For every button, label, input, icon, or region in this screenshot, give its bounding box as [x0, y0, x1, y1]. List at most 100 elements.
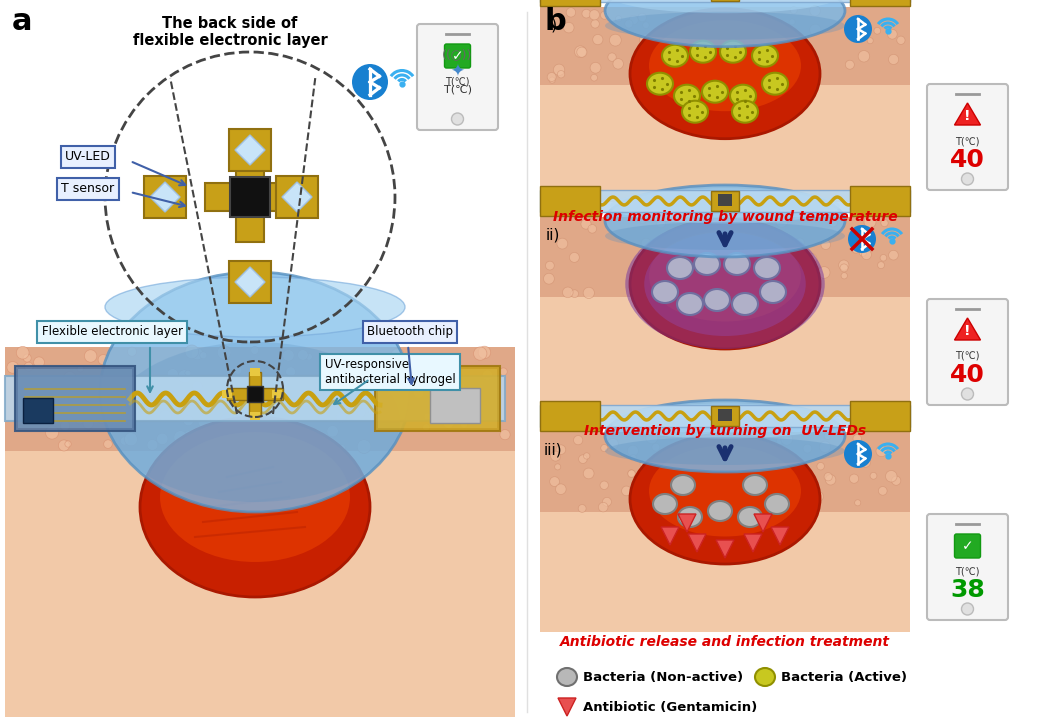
Circle shape	[574, 435, 583, 445]
Circle shape	[129, 402, 141, 414]
Circle shape	[628, 445, 638, 457]
Circle shape	[591, 20, 600, 28]
Circle shape	[310, 428, 318, 435]
Circle shape	[33, 357, 45, 368]
Ellipse shape	[708, 501, 732, 521]
Circle shape	[578, 505, 586, 513]
Circle shape	[613, 59, 624, 69]
Ellipse shape	[644, 232, 806, 336]
Circle shape	[962, 603, 973, 615]
Circle shape	[478, 346, 490, 358]
Ellipse shape	[557, 668, 577, 686]
Circle shape	[264, 387, 271, 393]
Circle shape	[829, 218, 837, 227]
Circle shape	[68, 390, 79, 403]
Ellipse shape	[671, 475, 695, 495]
Circle shape	[819, 441, 831, 452]
Circle shape	[17, 346, 29, 359]
Circle shape	[342, 369, 350, 377]
Circle shape	[764, 75, 776, 87]
Circle shape	[608, 53, 616, 61]
Text: b: b	[544, 7, 566, 36]
Circle shape	[556, 445, 565, 454]
Circle shape	[92, 401, 101, 410]
Ellipse shape	[110, 342, 400, 502]
Circle shape	[192, 348, 203, 360]
Circle shape	[456, 381, 464, 390]
FancyBboxPatch shape	[540, 186, 600, 216]
Circle shape	[143, 401, 149, 408]
Circle shape	[798, 39, 805, 45]
Ellipse shape	[626, 219, 824, 349]
FancyBboxPatch shape	[540, 401, 600, 431]
Ellipse shape	[139, 417, 370, 597]
FancyBboxPatch shape	[18, 369, 132, 428]
Circle shape	[188, 441, 202, 454]
Circle shape	[289, 433, 301, 444]
Ellipse shape	[702, 81, 728, 103]
Circle shape	[651, 68, 657, 75]
Circle shape	[879, 486, 887, 495]
Circle shape	[860, 457, 870, 467]
Circle shape	[500, 430, 510, 440]
Polygon shape	[754, 514, 772, 532]
FancyBboxPatch shape	[955, 534, 981, 558]
Circle shape	[65, 441, 71, 447]
Circle shape	[821, 240, 831, 249]
Circle shape	[601, 444, 608, 451]
Circle shape	[15, 394, 22, 401]
FancyBboxPatch shape	[445, 44, 471, 68]
Circle shape	[577, 47, 587, 57]
Circle shape	[121, 437, 128, 445]
Ellipse shape	[605, 437, 845, 465]
Circle shape	[185, 370, 192, 376]
Circle shape	[818, 267, 830, 278]
Circle shape	[645, 470, 657, 481]
Circle shape	[550, 477, 559, 486]
Circle shape	[817, 462, 824, 470]
Text: 40: 40	[950, 148, 985, 172]
Polygon shape	[150, 182, 180, 212]
Text: !: !	[964, 324, 971, 338]
Circle shape	[767, 491, 775, 499]
Circle shape	[119, 374, 126, 382]
FancyBboxPatch shape	[15, 366, 135, 431]
Ellipse shape	[674, 85, 700, 107]
Text: T(℃): T(℃)	[443, 84, 472, 94]
Circle shape	[424, 413, 431, 420]
Text: Antibiotic (Gentamicin): Antibiotic (Gentamicin)	[583, 701, 757, 713]
Circle shape	[98, 355, 108, 365]
Text: ii): ii)	[545, 228, 560, 243]
Circle shape	[782, 47, 791, 57]
Circle shape	[404, 356, 412, 364]
FancyBboxPatch shape	[378, 369, 497, 428]
FancyBboxPatch shape	[430, 388, 480, 423]
Polygon shape	[282, 182, 312, 212]
Circle shape	[178, 370, 192, 383]
Polygon shape	[955, 103, 981, 125]
Circle shape	[891, 476, 900, 486]
Text: a: a	[11, 7, 32, 36]
FancyBboxPatch shape	[540, 432, 910, 632]
Circle shape	[218, 345, 231, 359]
Circle shape	[776, 215, 788, 228]
Text: ✓: ✓	[962, 539, 973, 553]
Circle shape	[720, 483, 730, 493]
FancyBboxPatch shape	[205, 183, 295, 211]
Ellipse shape	[738, 507, 762, 527]
Circle shape	[545, 261, 554, 270]
Circle shape	[306, 430, 313, 437]
Text: 40: 40	[950, 363, 985, 387]
Circle shape	[695, 504, 704, 512]
FancyBboxPatch shape	[247, 386, 263, 402]
Circle shape	[43, 382, 48, 387]
Circle shape	[324, 392, 330, 398]
Circle shape	[652, 443, 660, 451]
Circle shape	[579, 455, 587, 463]
FancyBboxPatch shape	[540, 0, 600, 6]
Polygon shape	[661, 527, 679, 545]
FancyBboxPatch shape	[23, 398, 53, 423]
FancyBboxPatch shape	[375, 366, 500, 431]
FancyBboxPatch shape	[230, 177, 270, 217]
Ellipse shape	[100, 272, 410, 512]
